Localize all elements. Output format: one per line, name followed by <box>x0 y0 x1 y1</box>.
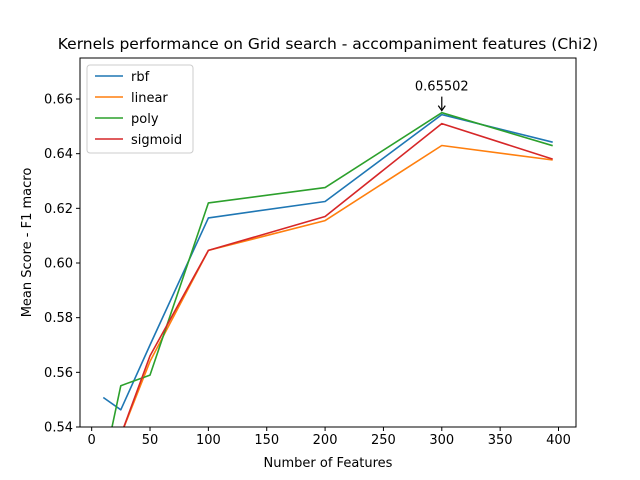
y-tick-label: 0.64 <box>44 147 73 162</box>
legend: rbf linear poly sigmoid <box>86 64 194 154</box>
annotation-arrow-head <box>437 105 446 112</box>
series-layer <box>102 111 553 427</box>
x-axis-label: Number of Features <box>264 456 393 471</box>
x-tick-label: 350 <box>488 433 513 448</box>
legend-label-poly: poly <box>131 112 159 127</box>
y-tick-label: 0.58 <box>44 311 73 326</box>
x-tick-label: 150 <box>254 433 279 448</box>
x-tick-label: 400 <box>546 433 571 448</box>
legend-label-rbf: rbf <box>131 70 150 85</box>
series-line-sigmoid <box>122 122 553 427</box>
y-tick-label: 0.54 <box>44 421 73 436</box>
legend-label-linear: linear <box>131 91 168 106</box>
x-axis-ticks: 0 50 100 150 200 250 300 350 400 <box>88 427 571 448</box>
y-tick-label: 0.60 <box>44 257 73 272</box>
x-tick-label: 50 <box>142 433 159 448</box>
plot-frame <box>79 57 577 428</box>
x-tick-label: 100 <box>196 433 221 448</box>
y-tick-label: 0.66 <box>44 93 73 108</box>
legend-label-sigmoid: sigmoid <box>131 133 182 148</box>
y-tick-label: 0.56 <box>44 366 73 381</box>
x-tick-label: 300 <box>429 433 454 448</box>
series-line-rbf <box>102 113 553 411</box>
annotation-label: 0.65502 <box>415 80 469 95</box>
series-line-poly <box>111 111 553 427</box>
y-axis-label: Mean Score - F1 macro <box>20 168 35 318</box>
x-tick-label: 200 <box>313 433 338 448</box>
x-tick-label: 250 <box>371 433 396 448</box>
x-tick-label: 0 <box>88 433 96 448</box>
y-tick-label: 0.62 <box>44 202 73 217</box>
peak-annotation: 0.65502 <box>415 80 469 112</box>
y-axis-ticks: 0.54 0.56 0.58 0.60 0.62 0.64 0.66 <box>44 93 80 436</box>
chart-title: Kernels performance on Grid search - acc… <box>58 35 598 53</box>
legend-box <box>86 64 194 154</box>
